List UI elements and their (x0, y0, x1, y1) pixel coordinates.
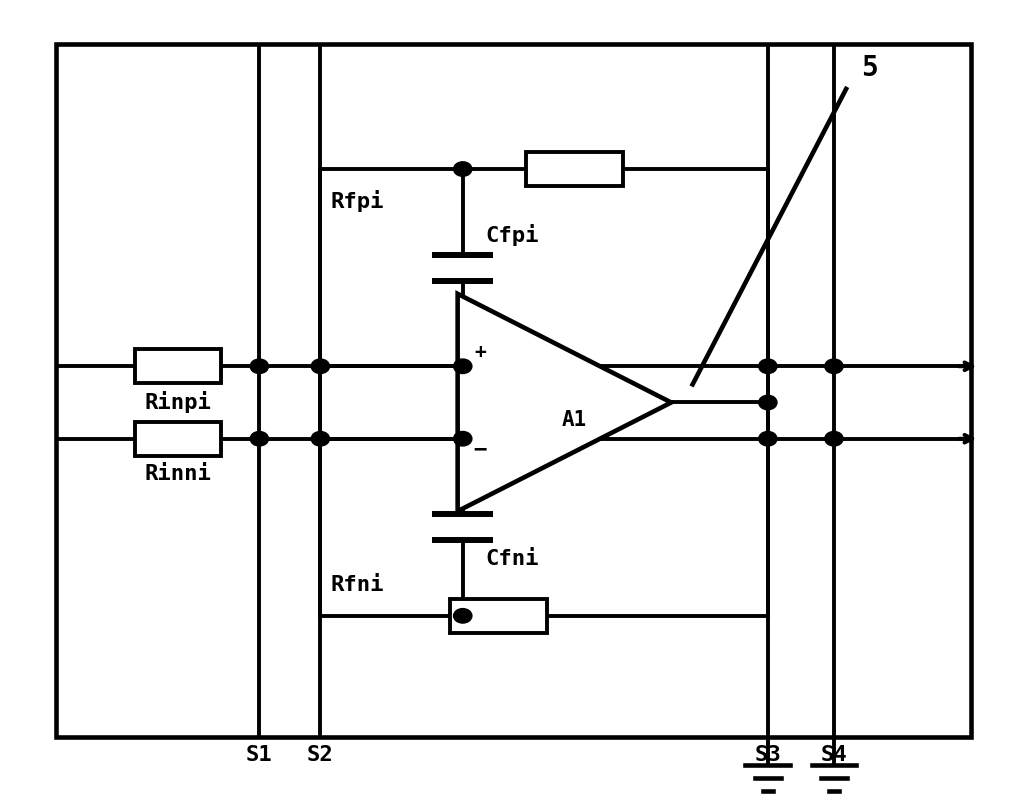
Circle shape (825, 359, 843, 374)
Text: 5: 5 (861, 55, 878, 82)
Bar (134, 349, 221, 383)
Circle shape (454, 431, 472, 446)
Circle shape (311, 359, 330, 374)
Bar (320, 169, 768, 616)
Circle shape (250, 359, 268, 374)
Text: Rinni: Rinni (144, 464, 212, 484)
Text: A1: A1 (562, 411, 587, 430)
Circle shape (454, 359, 472, 374)
Text: Rfpi: Rfpi (331, 190, 384, 212)
Bar (134, 422, 221, 456)
Circle shape (250, 431, 268, 446)
Circle shape (759, 431, 777, 446)
Circle shape (759, 359, 777, 374)
Text: Cfpi: Cfpi (485, 225, 539, 246)
Circle shape (454, 162, 472, 176)
Circle shape (454, 609, 472, 623)
Circle shape (759, 395, 777, 410)
Text: −: − (473, 440, 487, 459)
Text: S1: S1 (246, 745, 273, 765)
Text: +: + (474, 343, 486, 362)
Bar (56, 44, 971, 737)
Text: Rinpi: Rinpi (144, 391, 212, 413)
Polygon shape (458, 294, 671, 511)
Bar (450, 599, 547, 633)
Text: S3: S3 (755, 745, 781, 765)
Text: S2: S2 (307, 745, 334, 765)
Circle shape (311, 431, 330, 446)
Text: Rfni: Rfni (331, 575, 384, 595)
Bar (527, 152, 622, 186)
Text: S4: S4 (821, 745, 847, 765)
Text: Cfni: Cfni (485, 550, 539, 569)
Circle shape (825, 431, 843, 446)
